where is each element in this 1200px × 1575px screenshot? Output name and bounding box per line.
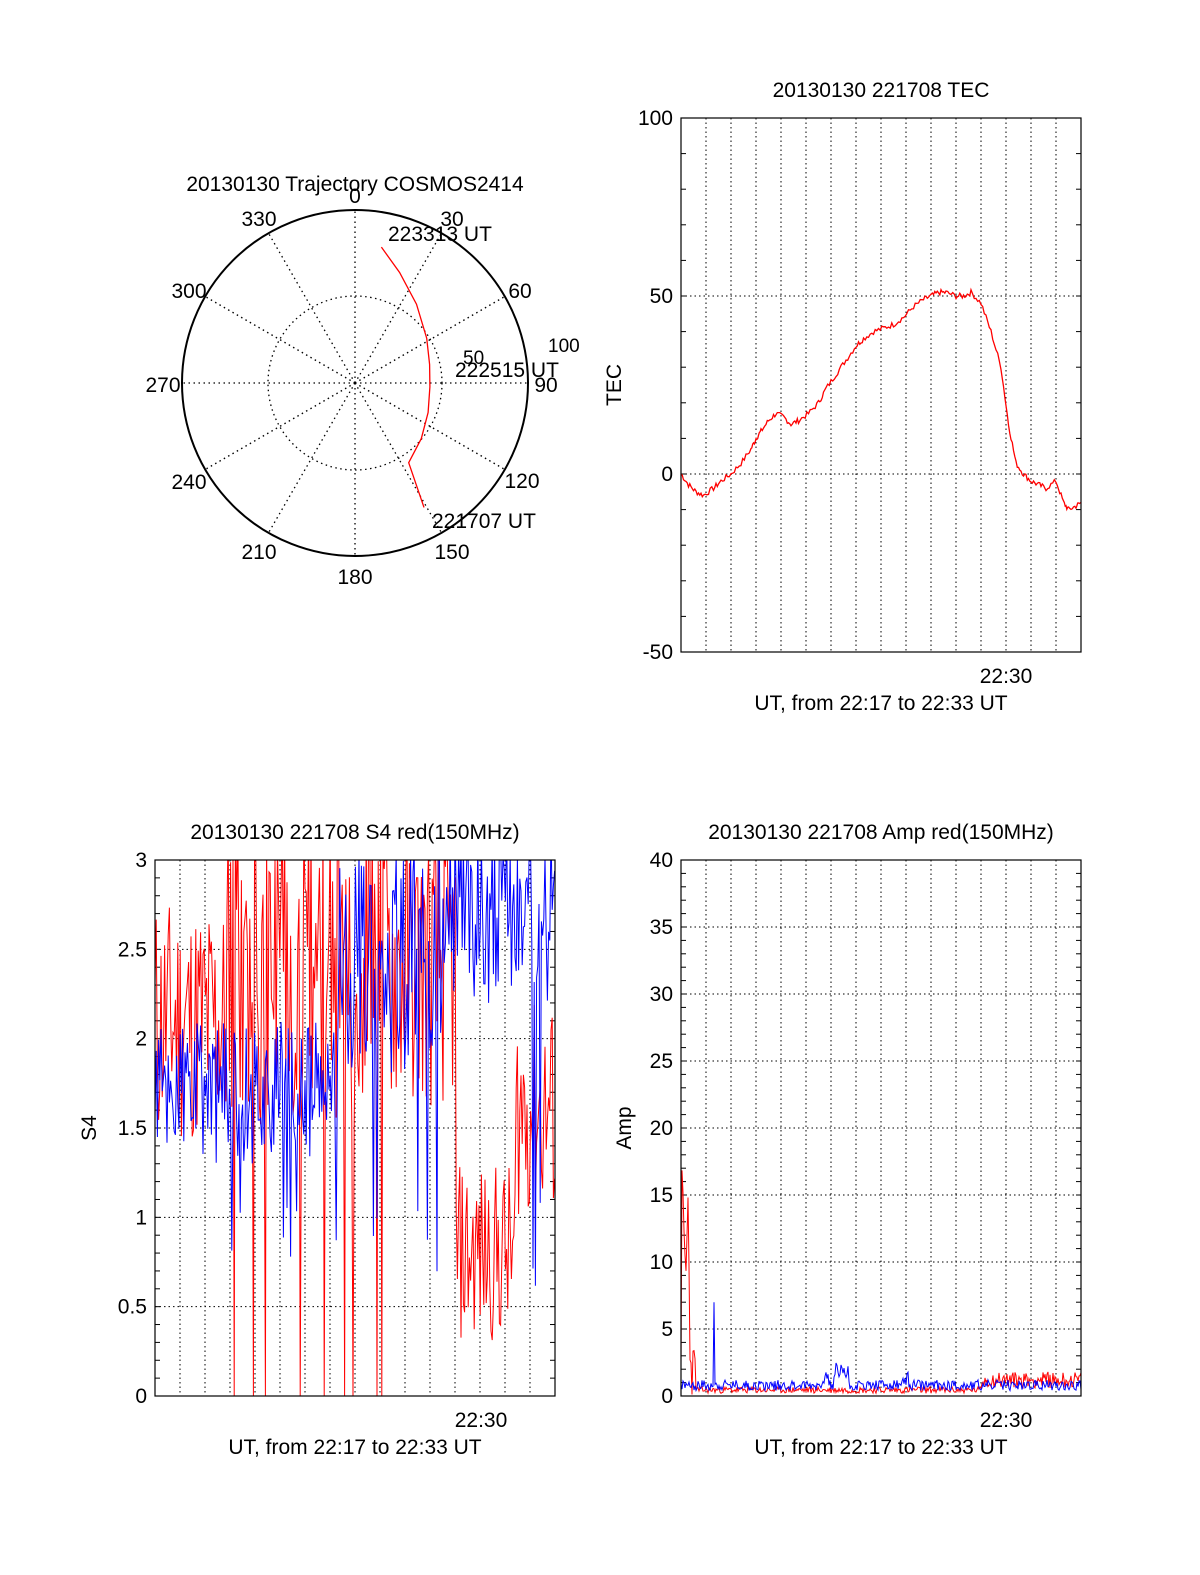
y-tick-label: 40 xyxy=(650,849,673,872)
polar-azimuth-label: 90 xyxy=(534,374,557,397)
polar-spoke xyxy=(267,232,356,384)
polar-azimuth-label: 210 xyxy=(241,541,276,564)
y-tick-label: 10 xyxy=(650,1251,673,1274)
tec-x-tick-label: 22:30 xyxy=(980,665,1033,688)
polar-trajectory-chart: 20130130 Trajectory COSMOS2414 0 30 60 90 12… xyxy=(145,173,579,589)
polar-azimuth-label: 180 xyxy=(337,566,372,589)
polar-azimuth-label: 150 xyxy=(434,541,469,564)
trajectory-annotation-mid: 222515 UT xyxy=(455,359,559,382)
y-tick-label: 50 xyxy=(650,285,673,308)
polar-grid xyxy=(182,210,528,556)
y-tick-label: 5 xyxy=(661,1318,673,1341)
s4-chart: 20130130 221708 S4 red(150MHz) 0 0.5 1 1.5 2… xyxy=(78,821,556,1459)
y-tick-label: 2 xyxy=(135,1028,147,1051)
tec-x-axis-label: UT, from 22:17 to 22:33 UT xyxy=(754,692,1007,715)
tec-series-line xyxy=(680,287,1082,512)
amp-red-series xyxy=(681,1170,1081,1395)
polar-radial-label-50: 50 xyxy=(463,348,484,369)
y-tick-label: 30 xyxy=(650,983,673,1006)
s4-y-tick-labels: 0 0.5 1 1.5 2 2.5 3 xyxy=(118,849,147,1408)
s4-x-tick-label: 22:30 xyxy=(455,1409,508,1432)
polar-azimuth-label: 120 xyxy=(504,470,539,493)
s4-x-axis-label: UT, from 22:17 to 22:33 UT xyxy=(228,1436,481,1459)
y-tick-label: 100 xyxy=(638,107,673,130)
polar-azimuth-label: 0 xyxy=(349,185,361,208)
polar-azimuth-label: 270 xyxy=(145,374,180,397)
y-tick-label: 15 xyxy=(650,1184,673,1207)
polar-spoke xyxy=(354,382,506,471)
amp-grid xyxy=(681,860,1081,1396)
y-tick-label: 0 xyxy=(661,1385,673,1408)
polar-azimuth-label: 60 xyxy=(508,280,531,303)
trajectory-annotation-end: 223313 UT xyxy=(388,223,492,246)
polar-title: 20130130 Trajectory COSMOS2414 xyxy=(186,173,524,196)
s4-y-axis-label: S4 xyxy=(78,1115,101,1141)
amp-x-tick-label: 22:30 xyxy=(980,1409,1033,1432)
polar-azimuth-label: 300 xyxy=(171,280,206,303)
trajectory-annotation-start: 221707 UT xyxy=(432,510,536,533)
amp-plot-frame xyxy=(680,859,1082,1397)
y-tick-label: 1.5 xyxy=(118,1117,147,1140)
tec-y-tick-labels: -50 0 50 100 xyxy=(638,107,673,664)
y-tick-label: 3 xyxy=(135,849,147,872)
trajectory-line xyxy=(380,246,431,508)
y-tick-label: 2.5 xyxy=(118,938,147,961)
tec-title: 20130130 221708 TEC xyxy=(773,79,990,102)
s4-plot-frame xyxy=(154,859,556,1397)
amp-title: 20130130 221708 Amp red(150MHz) xyxy=(708,821,1054,844)
amp-x-axis-label: UT, from 22:17 to 22:33 UT xyxy=(754,1436,1007,1459)
polar-azimuth-label: 30 xyxy=(440,208,463,231)
tec-grid xyxy=(681,118,1081,652)
polar-spoke xyxy=(354,295,506,384)
amp-chart: 20130130 221708 Amp red(150MHz) 0 5 10 15 20… xyxy=(613,821,1082,1459)
amp-y-tick-labels: 0 5 10 15 20 25 30 35 40 xyxy=(650,849,673,1408)
y-tick-label: 0.5 xyxy=(118,1296,147,1319)
y-tick-label: 1 xyxy=(135,1206,147,1229)
s4-red-series xyxy=(155,860,555,1396)
polar-inner-circle xyxy=(267,295,443,471)
polar-azimuth-labels: 0 30 60 90 120 150 180 210 240 270 300 330 xyxy=(145,185,557,589)
s4-title: 20130130 221708 S4 red(150MHz) xyxy=(190,821,519,844)
y-tick-label: 0 xyxy=(661,463,673,486)
s4-blue-series xyxy=(155,860,555,1286)
tec-plot-frame xyxy=(680,117,1082,653)
y-tick-label: 20 xyxy=(650,1117,673,1140)
s4-grid xyxy=(155,860,555,1396)
y-tick-label: -50 xyxy=(643,641,673,664)
tec-y-axis-label: TEC xyxy=(603,364,626,406)
y-tick-label: 0 xyxy=(135,1385,147,1408)
polar-spoke xyxy=(354,232,443,384)
polar-azimuth-label: 330 xyxy=(241,208,276,231)
y-tick-label: 25 xyxy=(650,1050,673,1073)
polar-outer-circle xyxy=(181,209,529,557)
y-tick-label: 35 xyxy=(650,916,673,939)
polar-spoke xyxy=(204,382,356,471)
amp-y-axis-label: Amp xyxy=(613,1106,636,1149)
amp-blue-series xyxy=(681,1302,1081,1393)
polar-spoke xyxy=(204,295,356,384)
polar-azimuth-label: 240 xyxy=(171,471,206,494)
polar-spoke xyxy=(267,382,356,534)
polar-spoke xyxy=(354,382,443,534)
polar-radial-label-100: 100 xyxy=(548,336,580,357)
